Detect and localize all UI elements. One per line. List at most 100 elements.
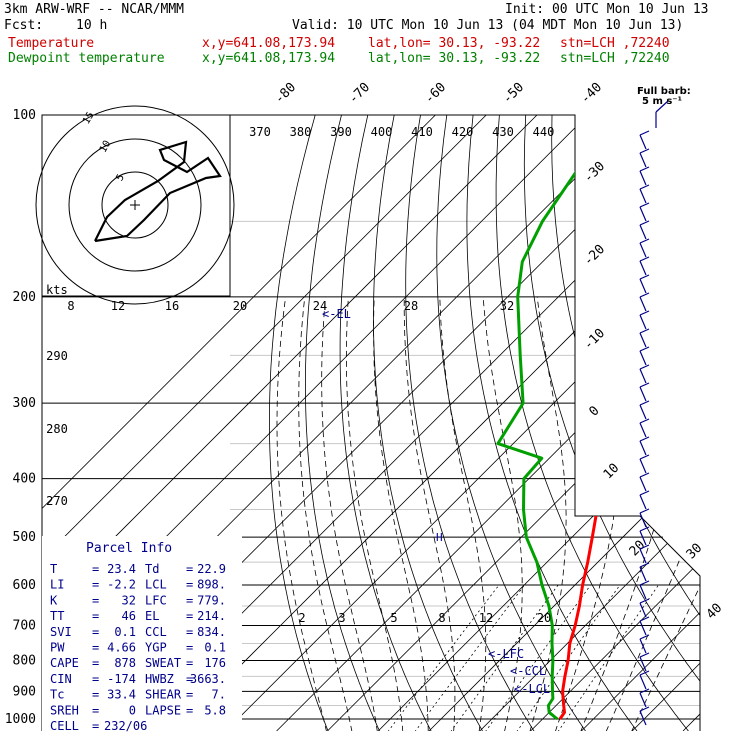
mixing-ratio-line	[557, 584, 659, 731]
wind-barb-flag	[639, 130, 650, 136]
hodograph-ring	[35, 105, 235, 305]
wind-barb-flag	[639, 670, 650, 676]
temp-latlon: lat,lon= 30.13, -93.22	[368, 36, 541, 51]
hodograph-speed-label: 20	[233, 299, 247, 313]
barb-key-flag	[655, 100, 669, 113]
isotherm	[225, 115, 700, 731]
wind-barb-flag	[639, 454, 650, 460]
equals-sign: =	[186, 562, 193, 576]
wind-barb-flag	[639, 400, 650, 406]
moist-adiabat	[276, 296, 327, 731]
dry-adiabat	[304, 115, 381, 731]
moist-adiabat	[403, 296, 456, 731]
hodograph-speed-label: 8	[67, 299, 74, 313]
parcel-param-label: T	[50, 562, 57, 576]
wind-barb-flag	[639, 688, 650, 694]
isotherm-label: -30	[581, 159, 608, 186]
hodograph-speed-label: 16	[165, 299, 179, 313]
wind-barb-flag	[639, 238, 650, 244]
mixing-ratio-line	[387, 584, 500, 731]
wind-barb-flag	[639, 310, 650, 316]
wind-barb	[639, 512, 647, 528]
moist-adiabat	[298, 296, 353, 731]
isotherm	[530, 115, 700, 731]
dew-latlon: lat,lon= 30.13, -93.22	[368, 51, 541, 66]
mixing-ratio-label: 5	[390, 611, 397, 625]
isotherm-label: -10	[581, 326, 608, 353]
wind-barb	[639, 530, 647, 546]
wind-barb	[639, 692, 647, 708]
forecast-hours: 10 h	[76, 18, 108, 33]
isotherm	[276, 115, 700, 731]
pressure-label-700: 700	[13, 618, 36, 633]
theta-label: 410	[411, 125, 433, 139]
wind-barb-flag	[639, 166, 650, 172]
mixing-ratio-label: 20	[537, 611, 551, 625]
wind-barb	[639, 188, 647, 204]
equals-sign: =	[92, 703, 99, 717]
isotherm	[174, 115, 700, 731]
dry-adiabat	[604, 115, 700, 731]
parcel-param-value: 898.	[197, 578, 226, 592]
dewpoint-profile	[496, 115, 620, 721]
isotherm-label: 20	[627, 538, 649, 560]
dewpoint-legend: Dewpoint temperature	[8, 51, 165, 66]
pressure-label-100: 100	[13, 108, 36, 123]
hodograph-ring	[101, 171, 169, 239]
level-marker: <-LCL	[514, 682, 550, 696]
moist-adiabat	[373, 296, 429, 731]
isotherm-label: -40	[578, 80, 605, 107]
hodograph-speed-label: 28	[404, 299, 418, 313]
wind-barb-flag	[639, 436, 650, 442]
wind-barb	[639, 674, 647, 690]
wind-barb-flag	[639, 256, 650, 262]
pressure-label-600: 600	[13, 578, 36, 593]
wind-barb	[639, 386, 647, 402]
isotherm	[682, 115, 700, 731]
wind-barb-flag	[639, 328, 650, 334]
wind-barb	[639, 458, 647, 474]
dry-adiabat	[683, 115, 700, 731]
parcel-param-value: 176	[204, 656, 226, 670]
wind-barb	[639, 350, 647, 366]
isotherm	[42, 115, 487, 731]
wind-barb-flag	[639, 220, 650, 226]
parcel-param-label: CCL	[145, 625, 167, 639]
dry-adiabat	[736, 115, 740, 732]
dry-adiabat	[268, 115, 329, 731]
wind-barb	[639, 494, 647, 510]
wind-barb-flag	[639, 616, 650, 622]
parcel-param-value: 0	[129, 703, 136, 717]
isotherm-label: 0	[586, 403, 602, 419]
pressure-label-400: 400	[13, 472, 36, 487]
parcel-info-box: Parcel Info T = 23.4 Td = 22.9 LI = -2.2 LCL = 898.…	[42, 536, 242, 733]
moist-adiabat	[631, 296, 700, 731]
equals-sign: =	[92, 625, 99, 639]
wind-barb-flag	[639, 598, 650, 604]
wind-barb	[639, 260, 647, 276]
mixing-ratio-label: 2	[298, 611, 305, 625]
parcel-param-value: -174	[107, 672, 136, 686]
isotherm-label: 10	[601, 461, 623, 483]
wind-barb-flag	[639, 562, 650, 568]
equals-sign: =	[186, 688, 193, 702]
hodograph-speed-label: 32	[500, 299, 514, 313]
wind-barb	[639, 476, 647, 492]
parcel-param-value: 7.	[212, 688, 226, 702]
wind-barb-flag	[639, 148, 650, 154]
wind-barb	[639, 206, 647, 222]
theta-label: 370	[249, 125, 271, 139]
hodograph-ring	[68, 138, 202, 272]
parcel-param-value: -2.2	[107, 578, 136, 592]
wind-barb-flag	[639, 382, 650, 388]
wind-barb-flag	[639, 634, 650, 640]
wind-barb	[639, 602, 647, 618]
wind-barb-flag	[639, 274, 650, 280]
parcel-param-value: 32	[122, 593, 136, 607]
equals-sign: =	[92, 578, 99, 592]
parcel-param-label: TT	[50, 609, 64, 623]
wind-barb-flag	[639, 508, 650, 514]
parcel-param-value: 878	[114, 656, 136, 670]
theta-left-label: 270	[46, 494, 68, 508]
